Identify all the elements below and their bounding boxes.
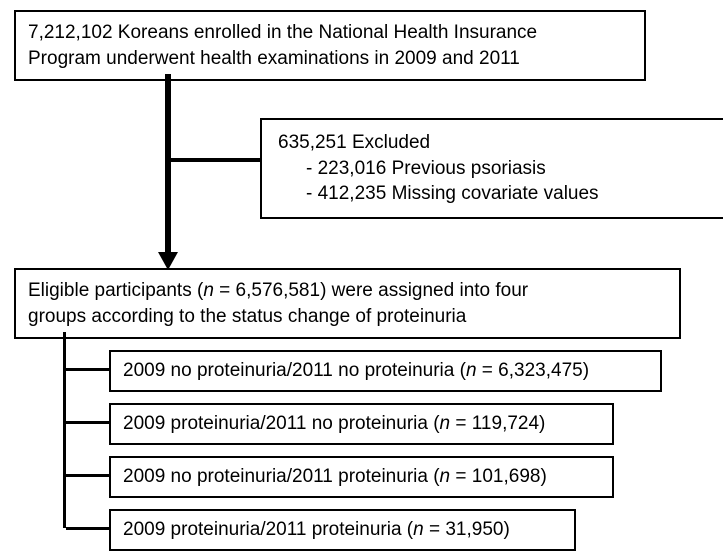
groups-vertical-line — [63, 332, 66, 528]
exclusion-title: 635,251 Excluded — [278, 132, 430, 153]
exclusion-item1: - 223,016 Previous psoriasis — [278, 156, 711, 182]
group4-branch — [66, 527, 109, 530]
group3-suffix: = 101,698) — [450, 466, 547, 487]
group1-branch — [66, 368, 109, 371]
group2-prefix: 2009 proteinuria/2011 no proteinuria ( — [123, 413, 440, 434]
group2-n: n — [440, 413, 451, 434]
group3-n: n — [440, 466, 451, 487]
group4-n: n — [413, 519, 424, 540]
group4-suffix: = 31,950) — [424, 519, 510, 540]
group4-box: 2009 proteinuria/2011 proteinuria (n = 3… — [109, 509, 576, 551]
group2-box: 2009 proteinuria/2011 no proteinuria (n … — [109, 403, 614, 445]
group3-prefix: 2009 no proteinuria/2011 proteinuria ( — [123, 466, 440, 487]
eligible-line2: groups according to the status change of… — [28, 306, 466, 327]
group3-branch — [66, 474, 109, 477]
eligible-n-label: n — [203, 280, 214, 301]
top-line1: 7,212,102 Koreans enrolled in the Nation… — [28, 22, 537, 43]
exclusion-box: 635,251 Excluded - 223,016 Previous psor… — [260, 118, 723, 219]
group2-branch — [66, 421, 109, 424]
group2-suffix: = 119,724) — [450, 413, 545, 434]
group1-suffix: = 6,323,475) — [477, 360, 590, 381]
main-vertical-line — [165, 74, 171, 254]
eligible-box: Eligible participants (n = 6,576,581) we… — [14, 268, 681, 339]
group1-n: n — [466, 360, 477, 381]
exclusion-branch-line — [171, 158, 261, 162]
group1-box: 2009 no proteinuria/2011 no proteinuria … — [109, 350, 662, 392]
group4-prefix: 2009 proteinuria/2011 proteinuria ( — [123, 519, 413, 540]
exclusion-item2: - 412,235 Missing covariate values — [278, 181, 711, 207]
top-enrollment-box: 7,212,102 Koreans enrolled in the Nation… — [14, 10, 646, 81]
group1-prefix: 2009 no proteinuria/2011 no proteinuria … — [123, 360, 466, 381]
eligible-text-before: Eligible participants ( — [28, 280, 203, 301]
eligible-text-after: = 6,576,581) were assigned into four — [214, 280, 528, 301]
top-line2: Program underwent health examinations in… — [28, 48, 520, 69]
group3-box: 2009 no proteinuria/2011 proteinuria (n … — [109, 456, 614, 498]
